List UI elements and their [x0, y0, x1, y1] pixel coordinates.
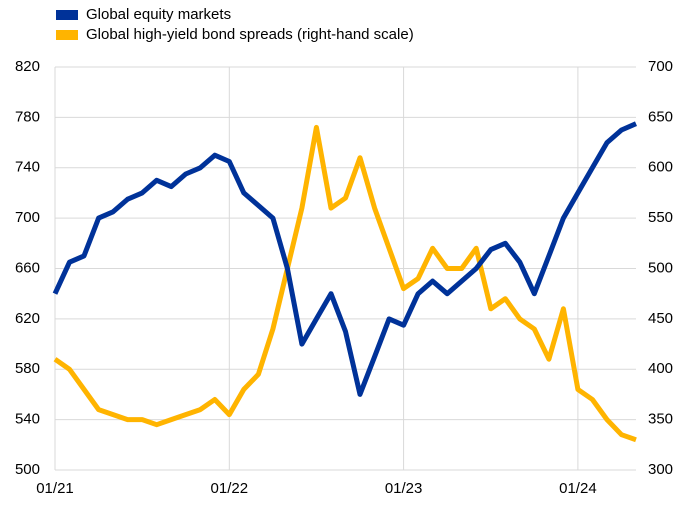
- y-tick-label: 660: [15, 259, 40, 276]
- y2-tick-label: 350: [648, 411, 673, 428]
- y-tick-label: 500: [15, 461, 40, 478]
- y2-tick-label: 500: [648, 259, 673, 276]
- y2-tick-label: 600: [648, 159, 673, 176]
- y-tick-label: 620: [15, 310, 40, 327]
- y-tick-label: 740: [15, 159, 40, 176]
- x-tick-label: 01/21: [36, 480, 74, 497]
- x-tick-label: 01/24: [559, 480, 597, 497]
- legend-label: Global equity markets: [86, 6, 231, 23]
- y-tick-label: 700: [15, 209, 40, 226]
- legend-swatch: [56, 30, 78, 40]
- series-line: [52, 121, 637, 397]
- y2-tick-label: 650: [648, 108, 673, 125]
- y2-tick-label: 700: [648, 58, 673, 75]
- y2-tick-label: 550: [648, 209, 673, 226]
- y-tick-label: 780: [15, 108, 40, 125]
- y2-tick-label: 450: [648, 310, 673, 327]
- y2-tick-label: 300: [648, 461, 673, 478]
- y-tick-label: 540: [15, 411, 40, 428]
- legend-label: Global high-yield bond spreads (right-ha…: [86, 26, 414, 43]
- series-line: [53, 124, 637, 443]
- x-tick-label: 01/22: [211, 480, 249, 497]
- y2-tick-label: 400: [648, 360, 673, 377]
- legend-swatch: [56, 10, 78, 20]
- y-tick-label: 580: [15, 360, 40, 377]
- y-tick-label: 820: [15, 58, 40, 75]
- x-tick-label: 01/23: [385, 480, 423, 497]
